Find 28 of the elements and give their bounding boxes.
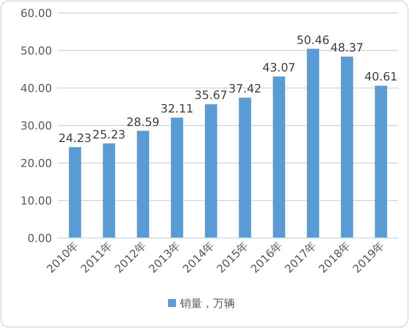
y-tick-label: 30.00	[20, 120, 52, 132]
legend-label: 销量，万辆	[179, 297, 235, 310]
data-label: 37.42	[228, 82, 262, 96]
y-tick-label: 10.00	[20, 194, 52, 208]
y-tick-label: 60.00	[20, 7, 52, 20]
data-label: 40.61	[364, 70, 398, 84]
bar	[374, 86, 388, 238]
data-label: 35.67	[194, 88, 228, 102]
data-label: 32.11	[160, 102, 194, 116]
data-label: 24.23	[58, 131, 92, 146]
data-label: 28.59	[126, 114, 160, 129]
bar	[204, 104, 218, 238]
bar	[238, 98, 252, 238]
data-label: 25.23	[92, 127, 126, 142]
bar	[340, 56, 354, 238]
bar	[136, 130, 150, 238]
y-tick-label: 50.00	[20, 44, 52, 58]
data-label: 50.46	[296, 32, 330, 47]
bar	[306, 48, 320, 238]
data-label: 43.07	[262, 60, 296, 74]
bar	[170, 118, 184, 238]
y-tick-label: 20.00	[20, 157, 52, 170]
y-tick-label: 0.00	[28, 232, 52, 245]
y-tick-label: 40.00	[20, 82, 52, 95]
bar	[272, 76, 286, 238]
bar	[102, 143, 116, 238]
bar	[68, 147, 82, 238]
data-label: 48.37	[330, 40, 364, 55]
